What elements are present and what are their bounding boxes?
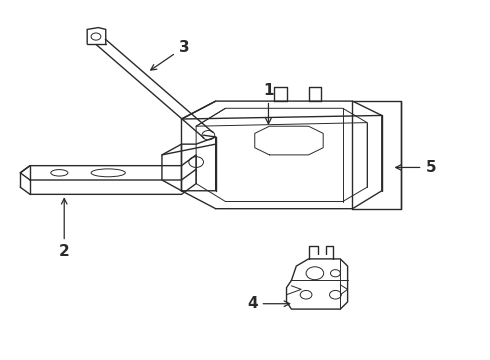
Text: 3: 3 — [151, 40, 189, 70]
Text: 5: 5 — [396, 160, 436, 175]
Text: 2: 2 — [59, 198, 70, 259]
Text: 4: 4 — [247, 296, 290, 311]
Text: 1: 1 — [263, 83, 274, 124]
